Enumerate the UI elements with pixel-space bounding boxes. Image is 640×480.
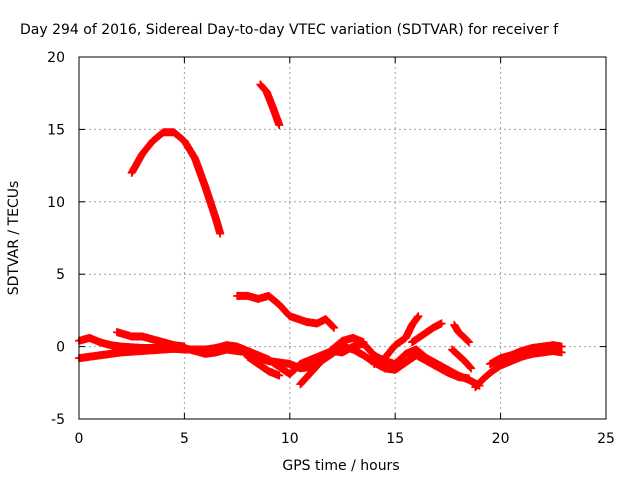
series-10 [408, 319, 446, 347]
data-point [437, 319, 446, 328]
data-point [414, 312, 423, 321]
series-14 [486, 341, 566, 368]
x-tick-label: 0 [75, 431, 84, 447]
data-point [464, 338, 473, 347]
data-point [275, 121, 284, 130]
series-9 [370, 312, 423, 368]
y-tick-label: 10 [47, 195, 65, 211]
data-point [275, 371, 284, 380]
x-tick-label: 15 [386, 431, 404, 447]
x-tick-label: 20 [492, 431, 510, 447]
grid-lines [79, 57, 606, 419]
series-8 [296, 333, 368, 389]
chart-title: Day 294 of 2016, Sidereal Day-to-day VTE… [20, 22, 559, 38]
x-tick-label: 5 [180, 431, 189, 447]
series-3 [233, 291, 339, 332]
y-tick-label: 5 [56, 267, 65, 283]
axis-ticks: 0 5 10 15 20 25 -5 0 5 10 15 20 [47, 50, 615, 447]
x-tick-label: 25 [597, 431, 615, 447]
data-point [464, 374, 473, 383]
y-tick-label: -5 [51, 412, 65, 428]
y-axis-label: SDTVAR / TECUs [6, 181, 22, 296]
series-2 [256, 80, 284, 130]
y-tick-label: 20 [47, 50, 65, 66]
plot-frame [78, 56, 607, 420]
data-point [330, 323, 339, 332]
data-point [216, 229, 225, 238]
data-point [180, 342, 189, 351]
series-11 [448, 345, 476, 373]
data-point [557, 342, 566, 351]
x-tick-label: 10 [281, 431, 299, 447]
data-point [359, 338, 368, 347]
data-points [75, 80, 566, 392]
series-6 [112, 328, 189, 351]
y-tick-label: 15 [47, 122, 65, 138]
series-13 [471, 346, 566, 392]
series-7 [243, 352, 284, 380]
x-axis-label: GPS time / hours [282, 458, 399, 474]
series-5 [75, 342, 473, 383]
data-point [464, 337, 473, 346]
series-1 [127, 128, 225, 238]
data-point [467, 364, 476, 373]
data-point [463, 336, 472, 345]
series-12 [450, 320, 473, 347]
data-point [329, 322, 338, 331]
y-tick-label: 0 [56, 340, 65, 356]
data-point [466, 363, 475, 372]
